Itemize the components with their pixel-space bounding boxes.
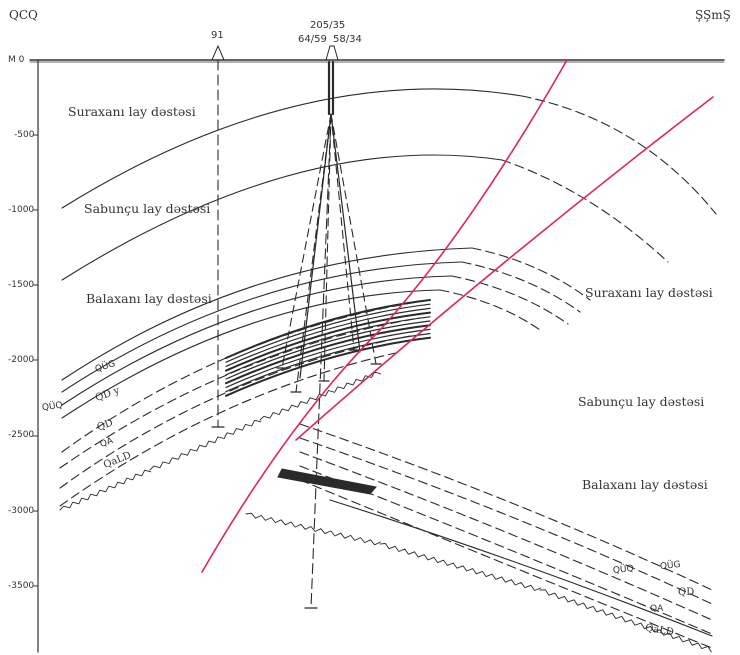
well-cluster-head-b [333,45,339,61]
depth-label-1500: -1500 [8,280,35,290]
formation-label-sabunchu-left: Sabunçu lay dəstəsi [84,201,211,216]
productive-unit-line-6 [225,324,431,385]
depth-label-1000: -1000 [8,205,35,215]
horizon-surakhany-top-left-dashed [521,95,717,215]
well-91-head-l [211,45,219,61]
depth-label-3000: -3000 [8,506,35,516]
productive-unit-line-2 [225,307,431,367]
formation-label-sabunchu-right: Sabunçu lay dəstəsi [578,394,705,409]
horizon-balakhany-left-3 [61,289,441,419]
productive-unit-line-7 [225,328,431,388]
horizon-balakhany-left-dashed-0 [471,247,591,301]
depth-label-500: -500 [14,130,35,140]
well-label-58-34: 58/34 [333,34,362,45]
well-label-91: 91 [211,30,224,41]
well-cluster-head-a [325,45,331,61]
horizon-balakhany-left-1 [61,261,463,393]
depth-label-3500: -3500 [8,581,35,591]
horizon-right-2 [299,437,713,605]
horizon-qdy-left [59,317,421,469]
unconformity-wavy-right-b [379,543,542,591]
well-solid-1 [299,113,332,379]
well-solid-2 [330,113,361,353]
horizon-qug-left [61,299,431,453]
well-deviated-1 [281,113,332,369]
corner-label-left: QCQ [9,8,38,22]
productive-lens-right [277,468,377,495]
horizon-balakhany-left-dashed-1 [461,261,581,313]
productive-unit-line-9 [225,336,431,397]
formation-label-surakhany-right: Suraxanı lay dəstəsi [585,285,713,300]
formation-label-balakhany-right: Balaxanı lay dəstəsi [582,477,708,492]
fault-main [201,59,568,573]
well-label-205-35: 205/35 [310,20,346,31]
horizon-sabunchu-top-left-dashed [501,159,669,263]
corner-label-right: ŞŞmŞ [695,8,731,22]
productive-unit-line-1 [225,303,431,363]
unit-label-qd-right: QD [678,587,695,598]
horizon-balakhany-left-2 [61,275,453,406]
horizon-balakhany-left-0 [61,247,473,381]
well-deviated-4 [330,113,355,351]
formation-label-balakhany-left: Balaxanı lay dəstəsi [86,291,212,306]
horizon-right-solid-1 [329,499,713,637]
horizon-surakhany-top-left [61,88,523,209]
depth-label-2500: -2500 [8,430,35,440]
horizon-right-5 [299,479,713,649]
depth-label-2000: -2000 [8,355,35,365]
unconformity-wavy-right-a [245,512,381,546]
well-deviated-3 [323,113,332,382]
well-vertical-deep [310,113,332,609]
formation-label-surakhany-left: Suraxanı lay dəstəsi [68,104,196,119]
horizon-balakhany-left-dashed-3 [439,289,541,331]
horizon-right-1 [299,423,713,591]
horizon-right-3 [299,451,713,621]
horizon-sabunchu-top-left [61,154,503,281]
productive-unit-line-3 [225,311,431,372]
fault-secondary [295,96,714,441]
unconformity-wavy-left-b [149,419,262,471]
unconformity-wavy-left-a [59,469,152,511]
well-label-64-59: 64/59 [298,34,327,45]
well-91-head-r [217,45,225,61]
horizon-balakhany-left-dashed-2 [451,275,569,325]
depth-label-0: M 0 [8,55,25,65]
unit-label-qa-right: QA [650,604,664,614]
productive-unit-line-5 [225,320,431,380]
well-deviated-5 [330,113,377,365]
unconformity-wavy-right-c [539,589,712,653]
horizon-qa-left [59,351,401,507]
